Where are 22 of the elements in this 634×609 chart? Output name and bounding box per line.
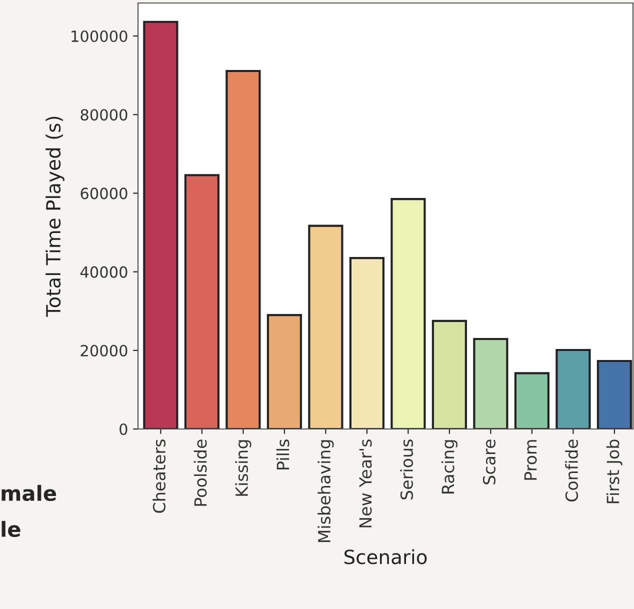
x-tick-label: Serious [400,440,414,500]
x-tick-label: Prom [524,440,537,480]
x-tick-label: New Year's [359,440,372,528]
text: le [2,520,20,538]
y-tick-label: 60000 [80,188,128,200]
x-tick-label: Cheaters [152,440,166,513]
x-tick-label: Scare [482,440,496,484]
x-tick-label: Racing [441,440,458,494]
y-tick-label: 20000 [80,344,128,356]
x-tick-label: Kissing [235,440,252,496]
y-tick-label: 80000 [80,109,128,121]
x-axis-title: Scenario [344,549,427,564]
x-tick-label: Misbehaving [318,440,334,542]
text: male [2,484,56,502]
x-tick-label: Poolside [194,440,207,506]
x-tick-label: First Job [606,440,622,504]
x-tick-label: Pills [276,440,290,470]
y-tick-label: 0 [120,423,128,436]
x-tick-label: Confide [565,440,578,502]
y-tick-label: 40000 [80,266,128,278]
y-axis-title: Total Time Played (s) [46,116,64,317]
y-tick-label: 100000 [72,30,128,42]
